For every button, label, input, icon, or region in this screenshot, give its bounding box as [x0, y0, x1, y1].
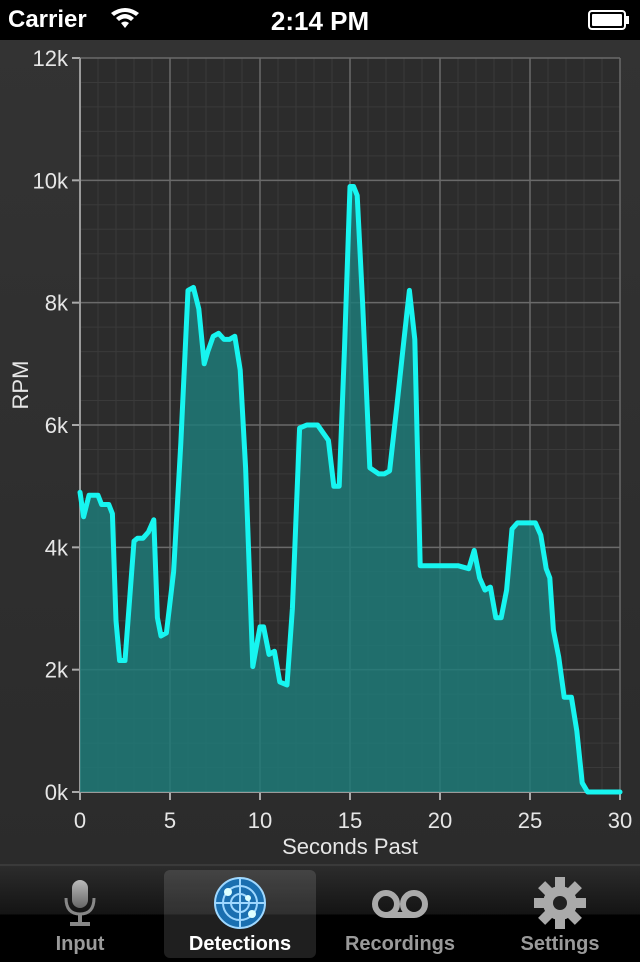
x-tick-label: 25	[518, 808, 542, 833]
battery-icon	[588, 10, 629, 30]
tab-recordings[interactable]: Recordings	[324, 870, 476, 958]
status-bar: Carrier 2:14 PM	[0, 0, 640, 40]
x-tick-label: 0	[74, 808, 86, 833]
tab-bar: Input Detections Recordings	[0, 864, 640, 962]
rpm-series-line	[77, 184, 623, 795]
tab-input-label: Input	[55, 933, 105, 955]
x-tick-label: 20	[428, 808, 452, 833]
status-time: 2:14 PM	[270, 6, 370, 36]
y-tick-label: 4k	[45, 535, 69, 560]
x-tick-label: 30	[608, 808, 632, 833]
tab-settings[interactable]: Settings	[484, 870, 636, 958]
microphone-icon	[64, 880, 96, 926]
y-tick-label: 8k	[45, 291, 69, 316]
y-axis-label: RPM	[8, 361, 33, 410]
voicemail-icon	[372, 890, 428, 918]
gear-icon	[534, 877, 586, 929]
tab-detections-label: Detections	[188, 933, 292, 955]
tab-input[interactable]: Input	[4, 870, 156, 958]
y-tick-label: 0k	[45, 780, 69, 805]
x-tick-label: 10	[248, 808, 272, 833]
x-axis-label: Seconds Past	[282, 834, 418, 859]
tab-settings-label: Settings	[520, 933, 600, 955]
carrier-label: Carrier	[8, 6, 87, 33]
y-tick-label: 2k	[45, 658, 69, 683]
y-tick-label: 12k	[33, 46, 69, 71]
x-tick-label: 15	[338, 808, 362, 833]
rpm-chart-svg: 0 5 10 15 20 25 30 0k 2k 4k 6k 8k 10k 12k Seconds Past…	[8, 46, 632, 859]
y-tick-label: 6k	[45, 413, 69, 438]
tab-detections[interactable]: Detections	[164, 870, 316, 958]
x-tick-label: 5	[164, 808, 176, 833]
wifi-icon	[111, 8, 139, 28]
y-tick-label: 10k	[33, 168, 69, 193]
rpm-chart: 0 5 10 15 20 25 30 0k 2k 4k 6k 8k 10k 12k Seconds Past…	[0, 40, 640, 864]
tab-recordings-label: Recordings	[344, 933, 456, 955]
radar-icon	[214, 877, 266, 929]
